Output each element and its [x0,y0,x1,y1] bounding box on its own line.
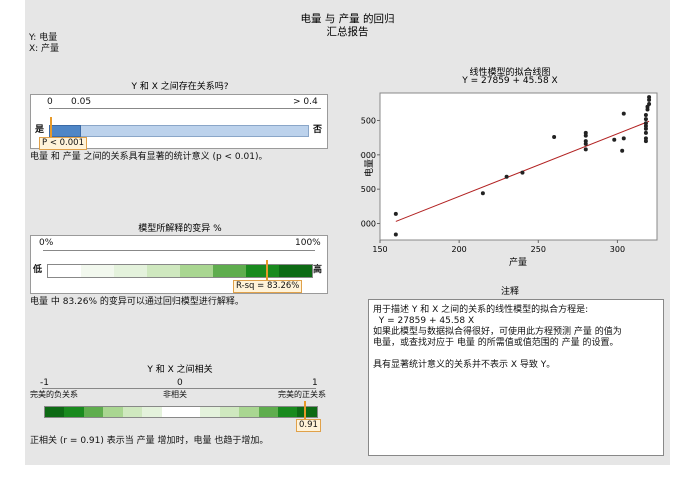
correlation-title: Y 和 X 之间相关 [147,365,213,375]
data-point [643,123,648,128]
data-point [583,139,588,144]
rsq-scale-left: 0% [39,238,54,248]
corr-scale-mid: 0 [177,378,183,388]
fitted-line-plot: 150 200 250 300 35000 37500 40000 42500 产量 电量 [360,92,658,268]
plot-area [379,92,658,241]
report-title: 电量 与 产量 的回归 [300,13,395,25]
data-point [612,137,617,142]
data-point [504,174,509,179]
pvalue-bar-light [49,125,309,137]
summary-report-panel: 电量 与 产量 的回归 汇总报告 Y: 电量 X: 产量 Y 和 X 之间存在关… [25,0,670,465]
rsq-scale-right: 100% [295,238,321,248]
x-tick-label: 200 [452,245,467,254]
data-point [583,141,588,146]
data-point [480,191,485,196]
data-point [643,117,648,122]
corr-tag: 0.91 [296,419,321,432]
corr-marker [304,401,306,421]
yes-label: 是 [35,125,45,135]
data-point [643,112,648,117]
data-point [643,130,648,135]
rsq-marker [266,260,268,282]
x-tick-label: 250 [531,245,546,254]
y-tick-label: 42500 [360,116,376,125]
data-point [621,136,626,141]
pos-label: 完美的正关系 [278,390,326,399]
data-point [583,130,588,135]
data-point [647,97,652,102]
data-point [645,107,650,112]
pvalue-gauge: 0 0.05 > 0.4 是 否 P < 0.001 [30,94,328,150]
note-line: 用于描述 Y 和 X 之间的关系的线性模型的拟合方程是: [373,305,589,315]
data-point [647,101,652,106]
y-tick-label: 37500 [360,185,376,194]
plot-title: 线性模型的拟合线图 [469,68,551,78]
note-line: 如果此模型与数据拟合得很好，可使用此方程预测 产量 的值为 [373,327,622,337]
data-point [643,136,648,141]
plot-equation: Y = 27859 + 45.58 X [462,76,558,86]
neg-label: 完美的负关系 [30,390,78,399]
data-point [620,148,625,153]
rsq-gauge: 0% 100% 低 高 R-sq = 83.26% [30,235,328,294]
high-label: 高 [313,265,323,275]
corr-scale-left: -1 [40,378,49,388]
corr-axis [42,388,316,389]
relationship-title: Y 和 X 之间存在关系吗? [131,82,229,92]
mid-label: 非相关 [163,390,187,399]
variance-title: 模型所解释的变异 % [138,224,222,234]
note-line: 具有显著统计意义的关系并不表示 X 导致 Y。 [373,360,556,370]
pvalue-tick-04: > 0.4 [293,97,318,107]
x-variable-label: X: 产量 [29,44,60,54]
data-point [393,211,398,216]
relationship-statement: 电量 和 产量 之间的关系具有显著的统计意义 (p < 0.01)。 [30,152,268,162]
y-axis-label: 电量 [363,159,375,177]
pvalue-axis [49,108,321,109]
pvalue-tick-005: 0.05 [71,97,92,107]
data-point [393,232,398,237]
rsq-color-bar [47,264,313,278]
correlation-statement: 正相关 (r = 0.91) 表示当 产量 增加时，电量 也趋于增加。 [30,436,269,446]
pvalue-bar-dark [49,125,81,137]
data-point [643,126,648,131]
y-tick-label: 40000 [360,151,376,160]
pvalue-tick-0: 0 [47,97,53,107]
variance-statement: 电量 中 83.26% 的变异可以通过回归模型进行解释。 [30,297,244,307]
x-tick-label: 300 [610,245,625,254]
y-tick-label: 35000 [360,220,376,229]
low-label: 低 [33,265,43,275]
data-point [643,121,648,126]
note-line: Y = 27859 + 45.58 X [373,316,475,326]
rsq-axis [43,250,315,251]
x-axis-label: 产量 [509,256,527,268]
report-subtitle: 汇总报告 [326,26,369,38]
y-variable-label: Y: 电量 [29,33,58,43]
data-point [647,95,652,100]
corr-scale-right: 1 [312,378,318,388]
correlation-gauge: -1 0 1 完美的负关系 非相关 完美的正关系 0.91 [30,379,326,434]
data-point [583,133,588,138]
notes-box: 用于描述 Y 和 X 之间的关系的线性模型的拟合方程是: Y = 27859 +… [368,299,664,456]
pvalue-marker [50,117,52,139]
x-tick-label: 150 [372,245,387,254]
data-point [621,111,626,116]
no-label: 否 [313,125,323,135]
data-point [552,134,557,139]
notes-title: 注释 [500,287,519,297]
data-point [643,139,648,144]
data-point [583,147,588,152]
note-line: 电量，或查找对应于 电量 的所需值或值范围的 产量 的设置。 [373,338,619,348]
pvalue-tag: P < 0.001 [39,137,87,150]
corr-color-bar [44,406,318,418]
data-point [520,170,525,175]
rsq-tag: R-sq = 83.26% [233,280,303,293]
